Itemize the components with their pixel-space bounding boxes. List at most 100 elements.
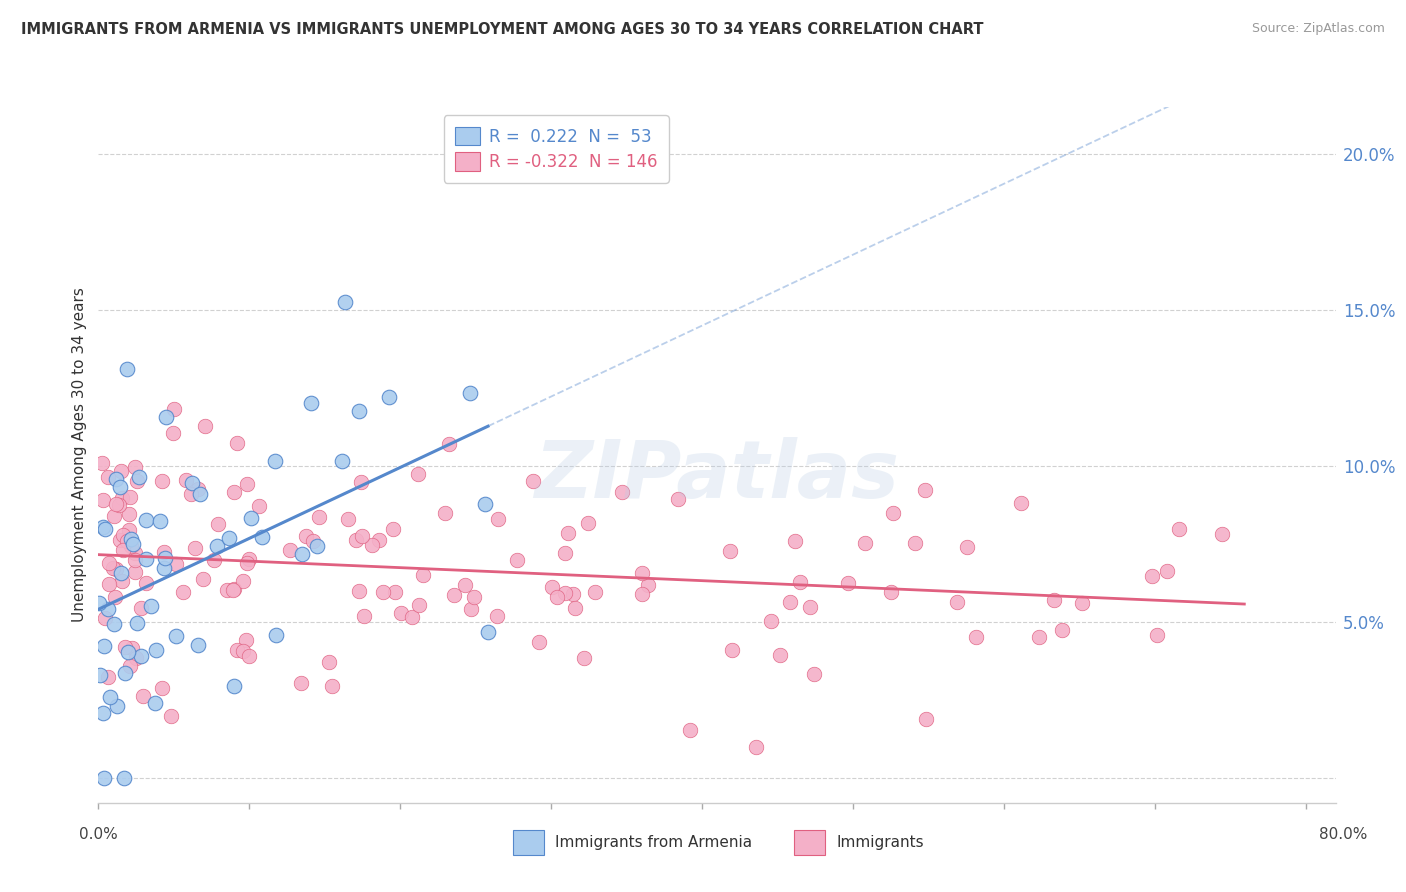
Point bbox=[105, 561, 128, 575]
Point bbox=[291, 547, 314, 561]
Point bbox=[965, 630, 987, 644]
Point bbox=[89, 668, 111, 682]
Point bbox=[389, 606, 412, 620]
Point bbox=[224, 582, 246, 597]
Point bbox=[111, 574, 134, 589]
Point bbox=[97, 602, 120, 616]
Point bbox=[108, 533, 131, 547]
Point bbox=[222, 679, 245, 693]
Point bbox=[94, 611, 117, 625]
Point bbox=[1167, 522, 1189, 536]
Point bbox=[718, 544, 741, 558]
Point bbox=[295, 528, 318, 542]
Point bbox=[187, 483, 209, 497]
Point bbox=[125, 616, 148, 631]
Point bbox=[330, 454, 353, 468]
Point bbox=[349, 404, 371, 418]
Point bbox=[194, 418, 217, 433]
Point bbox=[546, 590, 568, 604]
Point bbox=[412, 568, 434, 582]
Point bbox=[165, 629, 187, 643]
Point bbox=[118, 523, 141, 537]
Point bbox=[382, 522, 405, 536]
Point bbox=[290, 675, 312, 690]
Point bbox=[139, 599, 162, 613]
Point bbox=[247, 499, 270, 513]
Point bbox=[1070, 596, 1092, 610]
Point bbox=[879, 584, 901, 599]
Point bbox=[124, 565, 146, 579]
Point bbox=[554, 546, 576, 560]
Point bbox=[215, 582, 238, 597]
Point bbox=[207, 516, 229, 531]
Point bbox=[882, 506, 904, 520]
Point bbox=[631, 566, 654, 580]
Point bbox=[308, 510, 330, 524]
Point bbox=[1140, 569, 1163, 583]
Point bbox=[506, 553, 529, 567]
Point bbox=[120, 532, 142, 546]
Point bbox=[91, 492, 114, 507]
Point bbox=[353, 609, 375, 624]
Point bbox=[118, 490, 141, 504]
Point bbox=[103, 616, 125, 631]
Point bbox=[98, 690, 121, 705]
Text: Immigrants: Immigrants bbox=[837, 835, 924, 849]
Point bbox=[115, 362, 138, 376]
Point bbox=[367, 533, 389, 547]
Point bbox=[222, 583, 245, 598]
Point bbox=[181, 476, 204, 491]
Text: 80.0%: 80.0% bbox=[1319, 827, 1367, 841]
Point bbox=[118, 507, 141, 521]
Point bbox=[236, 477, 259, 491]
Point bbox=[583, 585, 606, 599]
Point bbox=[114, 665, 136, 680]
Text: ZIPatlas: ZIPatlas bbox=[534, 437, 900, 515]
Point bbox=[226, 642, 249, 657]
Point bbox=[124, 546, 146, 560]
Point bbox=[97, 669, 120, 683]
Point bbox=[150, 474, 173, 488]
Point bbox=[250, 530, 273, 544]
Point bbox=[135, 576, 157, 591]
Point bbox=[576, 516, 599, 531]
Text: Immigrants from Armenia: Immigrants from Armenia bbox=[555, 835, 752, 849]
Point bbox=[222, 485, 245, 500]
Point bbox=[149, 514, 172, 528]
Y-axis label: Unemployment Among Ages 30 to 34 years: Unemployment Among Ages 30 to 34 years bbox=[72, 287, 87, 623]
Point bbox=[111, 491, 134, 505]
Point bbox=[799, 600, 821, 615]
Point bbox=[238, 648, 260, 663]
Point bbox=[1028, 630, 1050, 644]
Point bbox=[263, 454, 285, 468]
Point bbox=[125, 651, 148, 665]
Point bbox=[384, 585, 406, 599]
Point bbox=[94, 522, 117, 536]
Point bbox=[266, 628, 288, 642]
Point bbox=[853, 535, 876, 549]
Point bbox=[98, 577, 121, 591]
Point bbox=[631, 587, 654, 601]
Point bbox=[349, 583, 371, 598]
Point bbox=[299, 396, 322, 410]
Point bbox=[93, 771, 115, 785]
Text: IMMIGRANTS FROM ARMENIA VS IMMIGRANTS UNEMPLOYMENT AMONG AGES 30 TO 34 YEARS COR: IMMIGRANTS FROM ARMENIA VS IMMIGRANTS UN… bbox=[21, 22, 984, 37]
Point bbox=[904, 536, 927, 550]
Point bbox=[378, 390, 401, 404]
Point bbox=[837, 576, 859, 591]
Point bbox=[783, 534, 806, 549]
Point bbox=[110, 566, 132, 580]
Point bbox=[1156, 564, 1178, 578]
Point bbox=[439, 436, 461, 450]
Point bbox=[188, 487, 211, 501]
Point bbox=[527, 634, 550, 648]
Point bbox=[226, 436, 249, 450]
Point bbox=[486, 511, 509, 525]
Point bbox=[153, 560, 176, 574]
Point bbox=[163, 402, 186, 417]
Point bbox=[956, 540, 979, 554]
Point bbox=[401, 610, 423, 624]
Point bbox=[87, 596, 110, 610]
Point bbox=[1146, 628, 1168, 642]
Point bbox=[91, 520, 114, 534]
